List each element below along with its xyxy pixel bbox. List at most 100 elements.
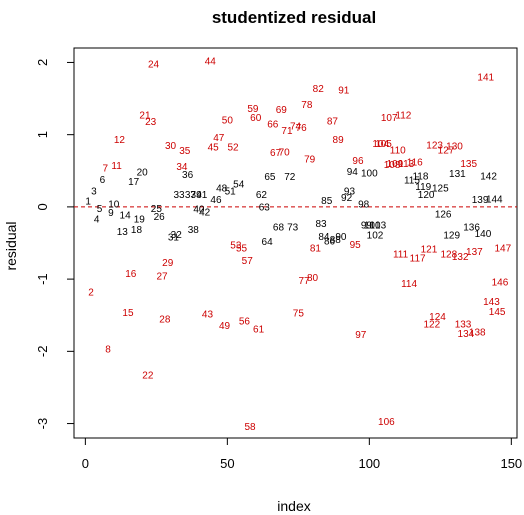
data-point-114: 114 <box>401 279 417 290</box>
data-point-48: 48 <box>216 184 228 195</box>
data-point-27: 27 <box>156 272 168 283</box>
data-point-65: 65 <box>264 172 276 183</box>
data-point-142: 142 <box>480 171 497 182</box>
data-point-14: 14 <box>120 210 132 221</box>
data-point-61: 61 <box>253 324 265 335</box>
y-axis: -3 -2 -1 0 1 2 <box>35 59 75 430</box>
data-point-53: 53 <box>230 241 242 252</box>
data-point-123: 123 <box>426 140 443 151</box>
data-point-34: 34 <box>176 162 188 173</box>
data-point-28: 28 <box>159 314 171 325</box>
data-point-42: 42 <box>199 207 211 218</box>
data-point-95: 95 <box>350 240 362 251</box>
data-point-87: 87 <box>327 116 339 127</box>
y-tick-label: -3 <box>35 418 50 430</box>
data-point-78: 78 <box>301 100 313 111</box>
data-point-141: 141 <box>477 72 494 83</box>
data-point-5: 5 <box>97 204 103 215</box>
data-point-69: 69 <box>276 105 288 116</box>
data-point-9: 9 <box>108 208 114 219</box>
data-point-1: 1 <box>85 197 91 208</box>
data-point-120: 120 <box>418 190 435 201</box>
x-axis: 0 50 100 150 <box>82 437 522 471</box>
data-point-88: 88 <box>330 235 342 246</box>
data-point-2: 2 <box>88 288 94 299</box>
data-point-15: 15 <box>122 308 134 319</box>
data-point-98: 98 <box>358 200 370 211</box>
x-tick-label: 150 <box>500 456 522 471</box>
data-point-12: 12 <box>114 135 126 146</box>
data-point-8: 8 <box>105 345 111 356</box>
data-point-92: 92 <box>341 193 353 204</box>
data-point-124: 124 <box>429 312 446 323</box>
data-point-131: 131 <box>449 169 466 180</box>
data-point-146: 146 <box>492 278 509 289</box>
data-point-46: 46 <box>210 195 222 206</box>
data-point-130: 130 <box>446 142 463 153</box>
data-point-115: 115 <box>404 176 420 187</box>
data-point-31: 31 <box>168 233 180 244</box>
y-tick-label: 1 <box>35 131 50 138</box>
data-point-76: 76 <box>296 123 308 134</box>
data-point-83: 83 <box>315 219 327 230</box>
data-point-80: 80 <box>307 273 319 284</box>
data-point-122: 122 <box>423 319 440 330</box>
plot-area <box>73 47 518 439</box>
data-point-4: 4 <box>94 215 100 226</box>
data-point-67: 67 <box>270 148 282 159</box>
data-point-129: 129 <box>443 231 460 242</box>
data-point-26: 26 <box>154 212 166 223</box>
data-point-41: 41 <box>196 190 208 201</box>
data-point-20: 20 <box>137 168 149 179</box>
data-point-70: 70 <box>279 148 291 159</box>
data-point-64: 64 <box>262 237 274 248</box>
data-point-24: 24 <box>148 59 160 70</box>
data-point-6: 6 <box>100 175 106 186</box>
data-point-19: 19 <box>134 215 146 226</box>
data-point-73: 73 <box>287 223 299 234</box>
data-point-30: 30 <box>165 141 177 152</box>
data-point-62: 62 <box>256 190 268 201</box>
data-point-38: 38 <box>188 225 200 236</box>
data-point-29: 29 <box>162 258 174 269</box>
y-tick-label: -2 <box>35 346 50 358</box>
x-tick-label: 50 <box>220 456 234 471</box>
data-point-127: 127 <box>438 145 455 156</box>
data-point-104: 104 <box>372 139 389 150</box>
data-point-50: 50 <box>222 116 234 127</box>
data-point-94: 94 <box>347 167 359 178</box>
data-point-56: 56 <box>239 317 251 328</box>
data-point-59: 59 <box>247 104 259 115</box>
data-point-91: 91 <box>338 85 350 96</box>
data-point-126: 126 <box>435 210 452 221</box>
data-point-23: 23 <box>145 117 157 128</box>
data-point-128: 128 <box>441 249 458 260</box>
data-point-71: 71 <box>281 126 293 137</box>
data-point-39: 39 <box>191 190 203 201</box>
data-point-147: 147 <box>494 244 511 255</box>
data-point-17: 17 <box>128 177 140 188</box>
y-axis-label: residual <box>3 221 19 270</box>
data-point-139: 139 <box>472 195 489 206</box>
data-point-82: 82 <box>313 84 325 95</box>
data-point-110: 110 <box>390 145 406 156</box>
data-point-18: 18 <box>131 225 143 236</box>
data-point-105: 105 <box>375 139 392 150</box>
data-point-102: 102 <box>367 231 384 242</box>
data-point-32: 32 <box>171 230 183 241</box>
data-point-11: 11 <box>111 161 122 172</box>
data-point-49: 49 <box>219 321 231 332</box>
chart-title: studentized residual <box>212 8 376 27</box>
data-point-84: 84 <box>318 232 330 243</box>
x-tick-label: 100 <box>358 456 380 471</box>
data-point-7: 7 <box>102 163 108 174</box>
data-point-40: 40 <box>193 205 205 216</box>
data-point-119: 119 <box>415 182 431 193</box>
data-point-25: 25 <box>151 204 163 215</box>
data-point-107: 107 <box>381 113 398 124</box>
data-point-21: 21 <box>139 111 151 122</box>
data-point-136: 136 <box>463 223 480 234</box>
x-tick-label: 0 <box>82 456 89 471</box>
data-point-90: 90 <box>335 232 347 243</box>
data-points: 1234567891011121314151617181920212223242… <box>85 57 511 433</box>
